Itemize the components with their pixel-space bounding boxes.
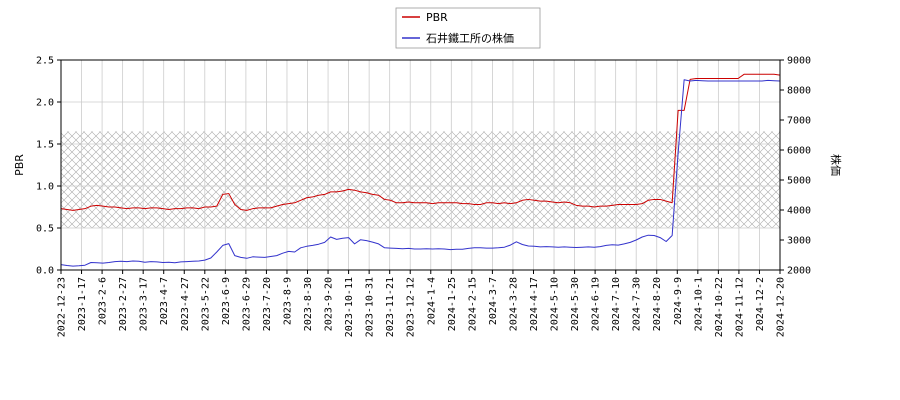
- series-line-price: [61, 79, 780, 267]
- y-right-axis-label: 株価: [829, 154, 843, 176]
- x-tick-label: 2024-3-28: [508, 277, 519, 331]
- reference-band: [61, 131, 780, 228]
- x-tick-label: 2023-3-17: [139, 277, 150, 331]
- y-right-tick-label: 7000: [787, 116, 811, 127]
- x-tick-label: 2023-4-27: [180, 277, 191, 331]
- x-tick-label: 2024-1-25: [447, 277, 458, 331]
- y-right-tick-label: 6000: [787, 146, 811, 157]
- x-tick-label: 2024-11-12: [734, 277, 745, 337]
- x-tick-label: 2024-7-10: [611, 277, 622, 331]
- y-left-tick-label: 2.0: [36, 98, 54, 109]
- x-tick-label: 2024-5-30: [570, 277, 581, 331]
- x-tick-label: 2024-12-20: [776, 277, 787, 337]
- x-tick-label: 2024-2-15: [467, 277, 478, 331]
- plot-frame: [60, 59, 781, 271]
- x-tick-label: 2024-7-30: [632, 277, 643, 331]
- y-left-tick-label: 1.0: [36, 182, 54, 193]
- x-tick-label: 2024-10-22: [714, 277, 725, 337]
- series-line-pbr: [61, 73, 780, 211]
- series-group: [61, 73, 780, 267]
- y-right-tick-label: 8000: [787, 86, 811, 97]
- y-right-tick-label: 9000: [787, 56, 811, 67]
- x-tick-label: 2024-8-20: [652, 277, 663, 331]
- x-tick-label: 2024-12-2: [755, 277, 766, 331]
- y-left-tick-label: 0.5: [36, 224, 54, 235]
- x-tick-label: 2023-10-31: [365, 277, 376, 337]
- right-axis: 2000 3000 4000 5000 6000 7000 8000 9000: [780, 56, 811, 277]
- x-tick-label: 2023-12-12: [406, 277, 417, 337]
- x-tick-label: 2023-8-9: [282, 277, 293, 325]
- x-tick-label: 2024-1-4: [426, 277, 437, 325]
- x-tick-label: 2023-9-20: [324, 277, 335, 331]
- x-tick-label: 2023-6-29: [241, 277, 252, 331]
- x-tick-label: 2022-12-23: [57, 277, 68, 337]
- y-right-tick-label: 2000: [787, 266, 811, 277]
- x-tick-label: 2024-5-10: [550, 277, 561, 331]
- x-tick-label: 2023-8-30: [303, 277, 314, 331]
- x-tick-label: 2024-9-9: [673, 277, 684, 325]
- x-axis: 2022-12-23 2023-1-17 2023-2-6 2023-2-27 2023…: [57, 270, 787, 337]
- x-tick-label: 2023-6-9: [221, 277, 232, 325]
- y-right-tick-label: 4000: [787, 206, 811, 217]
- x-tick-label: 2023-11-21: [385, 277, 396, 337]
- y-right-tick-label: 3000: [787, 236, 811, 247]
- x-tick-label: 2024-6-19: [591, 277, 602, 331]
- x-tick-label: 2024-3-7: [488, 277, 499, 325]
- legend-box: [395, 7, 541, 49]
- x-tick-label: 2023-10-11: [344, 277, 355, 337]
- y-left-tick-label: 1.5: [36, 140, 54, 151]
- left-axis: 0.0 0.5 1.0 1.5 2.0 2.5: [36, 56, 61, 277]
- legend: PBR 石井鐵工所の株価: [395, 7, 541, 49]
- legend-label-price: 石井鐵工所の株価: [426, 31, 514, 45]
- y-left-tick-label: 0.0: [36, 266, 54, 277]
- x-tick-label: 2024-4-17: [529, 277, 540, 331]
- legend-label-pbr: PBR: [426, 11, 448, 24]
- y-right-tick-label: 5000: [787, 176, 811, 187]
- x-tick-label: 2023-4-7: [159, 277, 170, 325]
- x-tick-label: 2023-5-22: [200, 277, 211, 331]
- x-tick-label: 2024-10-1: [693, 277, 704, 331]
- y-left-axis-label: PBR: [13, 154, 26, 176]
- x-tick-label: 2023-7-20: [262, 277, 273, 331]
- x-tick-label: 2023-2-6: [98, 277, 109, 325]
- x-tick-label: 2023-2-27: [118, 277, 129, 331]
- x-tick-label: 2023-1-17: [77, 277, 88, 331]
- y-left-tick-label: 2.5: [36, 56, 54, 67]
